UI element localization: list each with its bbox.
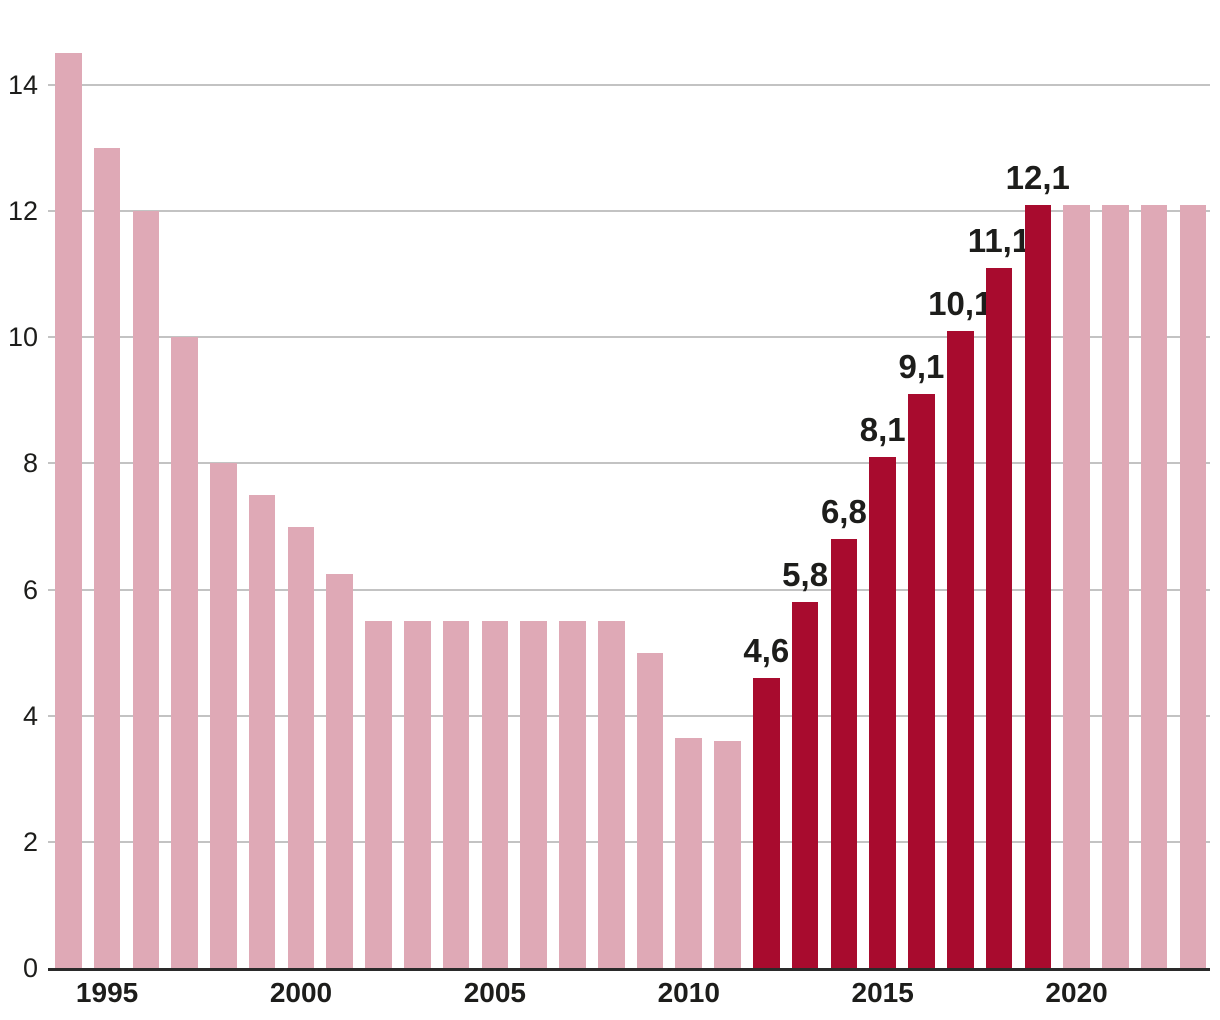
y-axis-tick-label: 14 — [7, 70, 38, 101]
bar-value-label-2014: 6,8 — [820, 493, 867, 531]
bar-2009 — [636, 652, 664, 968]
bar-2004 — [442, 621, 470, 968]
y-axis-tick-label: 10 — [7, 322, 38, 353]
bar-2019 — [1024, 204, 1052, 968]
x-axis-tick-label-2015: 2015 — [851, 977, 914, 1008]
bar-1995 — [93, 148, 121, 968]
bar-2001 — [326, 573, 354, 968]
bar-2018 — [985, 267, 1013, 968]
bar-1996 — [132, 211, 160, 968]
bar-2010 — [675, 737, 703, 968]
bar-2013 — [791, 602, 819, 968]
bar-2015 — [869, 457, 896, 968]
x-axis-line — [48, 968, 1210, 971]
bar-2008 — [597, 621, 625, 968]
gridline — [48, 210, 1210, 213]
bar-2000 — [287, 526, 315, 968]
gridline — [48, 84, 1210, 87]
bar-2022 — [1140, 204, 1168, 968]
bar-2007 — [559, 621, 586, 968]
y-axis-tick-label: 0 — [22, 953, 38, 983]
x-axis-tick-label-2010: 2010 — [657, 977, 720, 1008]
bar-2017 — [946, 330, 974, 968]
bar-2012 — [753, 677, 780, 968]
x-axis-tick-label-2000: 2000 — [269, 977, 333, 1008]
bar-2020 — [1063, 204, 1090, 968]
bar-2023 — [1179, 204, 1207, 968]
bar-2002 — [365, 621, 392, 968]
x-axis-tick-label-2020: 2020 — [1045, 977, 1108, 1008]
y-axis-tick-label: 6 — [22, 574, 38, 605]
gridline — [48, 840, 1210, 843]
bar-value-label-2018: 11,1 — [967, 221, 1031, 259]
y-axis-tick-label: 2 — [22, 826, 38, 857]
bar-2011 — [714, 740, 741, 968]
bar-2006 — [520, 621, 547, 968]
y-axis-tick-label: 8 — [22, 448, 38, 479]
gridline — [48, 714, 1210, 717]
bar-value-label-2019: 12,1 — [1005, 158, 1070, 196]
gridline — [48, 462, 1210, 465]
bar-1999 — [248, 494, 276, 968]
bar-2016 — [908, 394, 935, 968]
bar-2014 — [830, 539, 858, 968]
bar-2003 — [404, 621, 431, 968]
gridline — [48, 336, 1210, 339]
y-axis-tick-label: 12 — [7, 196, 38, 227]
bar-1997 — [171, 337, 198, 968]
bar-1994 — [55, 53, 82, 968]
x-axis-tick-label-1995: 1995 — [75, 977, 139, 1008]
bar-value-label-2016: 9,1 — [898, 348, 945, 386]
bar-value-label-2015: 8,1 — [859, 411, 906, 449]
bar-2005 — [481, 621, 509, 968]
bar-value-label-2017: 10,1 — [928, 284, 993, 322]
x-axis-tick-label-2005: 2005 — [463, 977, 527, 1008]
gridline — [48, 588, 1210, 591]
bar-1998 — [210, 463, 237, 968]
bar-value-label-2012: 4,6 — [743, 631, 790, 669]
bar-value-label-2013: 5,8 — [782, 556, 829, 594]
y-axis-tick-label: 4 — [22, 700, 38, 731]
bar-2021 — [1102, 204, 1129, 968]
